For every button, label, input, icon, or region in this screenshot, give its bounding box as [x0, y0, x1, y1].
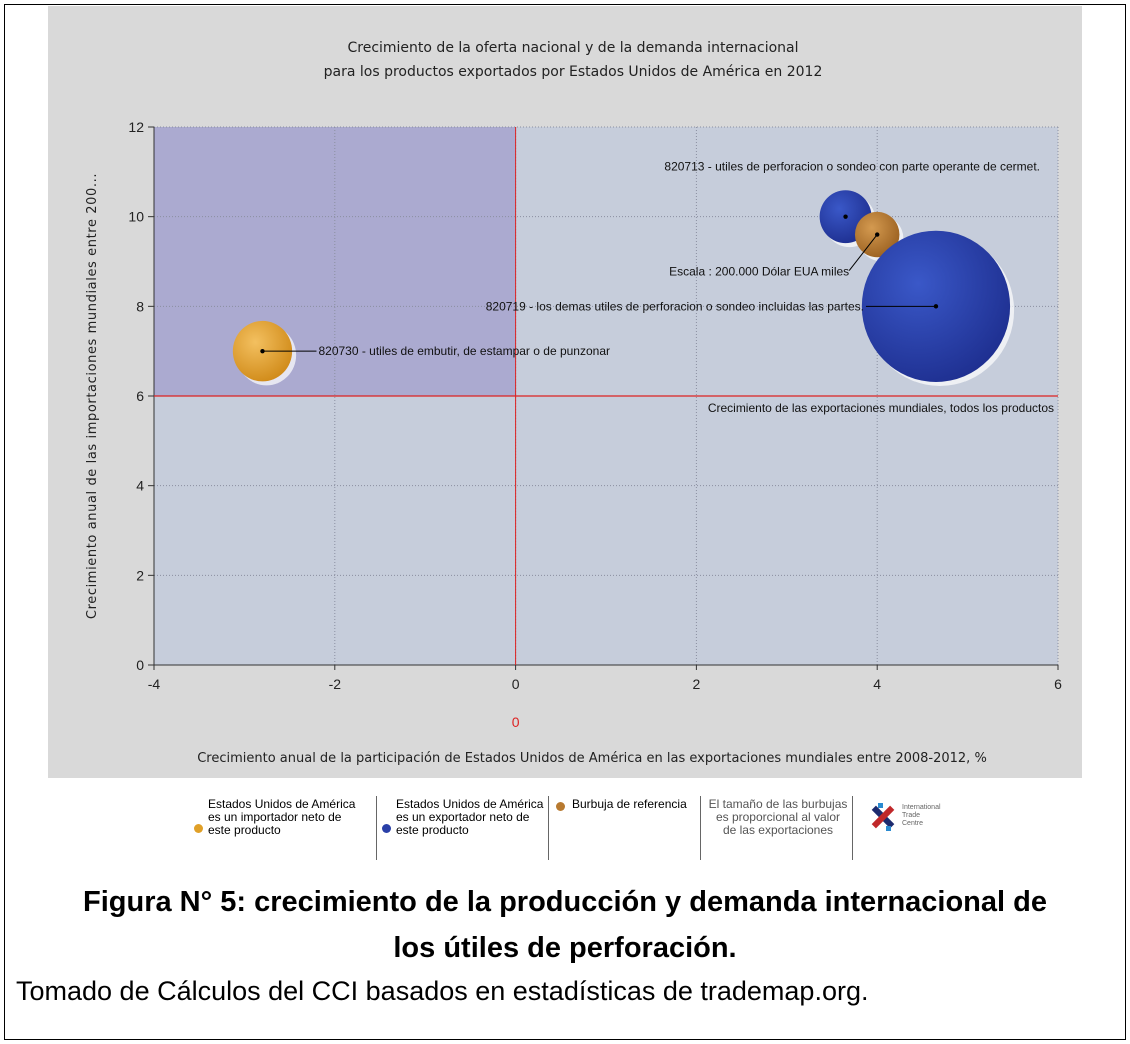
reference-x-value-label: 0	[512, 714, 520, 730]
chart-title: Crecimiento de la oferta nacional y de l…	[347, 40, 798, 56]
legend-divider	[700, 796, 701, 860]
legend-divider	[852, 796, 853, 860]
itc-logo-line-2: Trade	[902, 812, 921, 819]
x-tick-label: 4	[873, 676, 881, 692]
legend-item-importer: Estados Unidos de América es un importad…	[186, 796, 376, 860]
chart-subtitle: para los productos exportados por Estado…	[324, 64, 823, 80]
legend-exporter-line-1: Estados Unidos de América	[396, 797, 544, 811]
x-tick-label: -2	[329, 676, 342, 692]
y-tick-label: 8	[136, 298, 144, 314]
y-tick-label: 6	[136, 388, 144, 404]
legend-divider	[548, 796, 549, 860]
reference-line-label: Crecimiento de las exportaciones mundial…	[708, 401, 1054, 415]
quadrant-top-left	[154, 127, 516, 396]
x-tick-label: -4	[148, 676, 161, 692]
x-tick-label: 0	[512, 676, 520, 692]
legend-blue-bubble-icon	[382, 824, 391, 833]
bubble-label: Escala : 200.000 Dólar EUA miles	[669, 265, 849, 279]
chart-legend: Estados Unidos de América es un importad…	[186, 796, 966, 860]
legend-note-line-1: El tamaño de las burbujas	[708, 797, 848, 811]
x-axis-label: Crecimiento anual de la participación de…	[197, 751, 987, 766]
itc-logo-icon	[871, 803, 895, 831]
itc-logo: International Trade Centre	[862, 796, 958, 860]
x-tick-label: 2	[693, 676, 701, 692]
legend-note-line-3: de las exportaciones	[722, 823, 834, 837]
itc-logo-line-3: Centre	[902, 820, 924, 827]
figure-caption-line-1: Figura N° 5: crecimiento de la producció…	[83, 886, 1047, 918]
figure-source: Tomado de Cálculos del CCI basados en es…	[16, 976, 869, 1006]
y-tick-label: 12	[128, 119, 144, 135]
legend-orange-bubble-icon	[194, 824, 203, 833]
bubble-center-dot	[843, 214, 848, 219]
legend-item-exporter: Estados Unidos de América es un exportad…	[382, 796, 572, 860]
legend-size-note: El tamaño de las burbujas es proporciona…	[708, 796, 848, 860]
y-tick-label: 0	[136, 657, 144, 673]
bubble-label: 820713 - utiles de perforacion o sondeo …	[664, 160, 1040, 174]
legend-exporter-line-3: este producto	[396, 823, 469, 837]
y-tick-label: 2	[136, 567, 144, 583]
x-tick-label: 6	[1054, 676, 1062, 692]
legend-note-line-2: es proporcional al valor	[715, 810, 841, 824]
bubble-label: 820730 - utiles de embutir, de estampar …	[318, 344, 610, 358]
bubble-center-dot	[260, 348, 265, 354]
legend-reference-label: Burbuja de referencia	[572, 797, 687, 811]
y-axis-label: Crecimiento anual de las importaciones m…	[85, 173, 100, 619]
bubble-label: 820719 - los demas utiles de perforacion…	[486, 299, 864, 313]
legend-importer-line-3: este producto	[208, 823, 281, 837]
legend-importer-line-2: es un importador neto de	[208, 810, 342, 824]
legend-importer-line-1: Estados Unidos de América	[208, 797, 356, 811]
y-tick-label: 4	[136, 478, 144, 494]
bubble-leader-line	[848, 234, 878, 271]
legend-divider	[376, 796, 377, 860]
figure-caption-line-2: los útiles de perforación.	[393, 932, 737, 964]
y-tick-label: 10	[128, 209, 144, 225]
itc-logo-line-1: International	[902, 804, 941, 811]
legend-reference-bubble-icon	[556, 802, 565, 811]
legend-item-reference: Burbuja de referencia	[556, 796, 706, 860]
legend-exporter-line-2: es un exportador neto de	[396, 810, 530, 824]
